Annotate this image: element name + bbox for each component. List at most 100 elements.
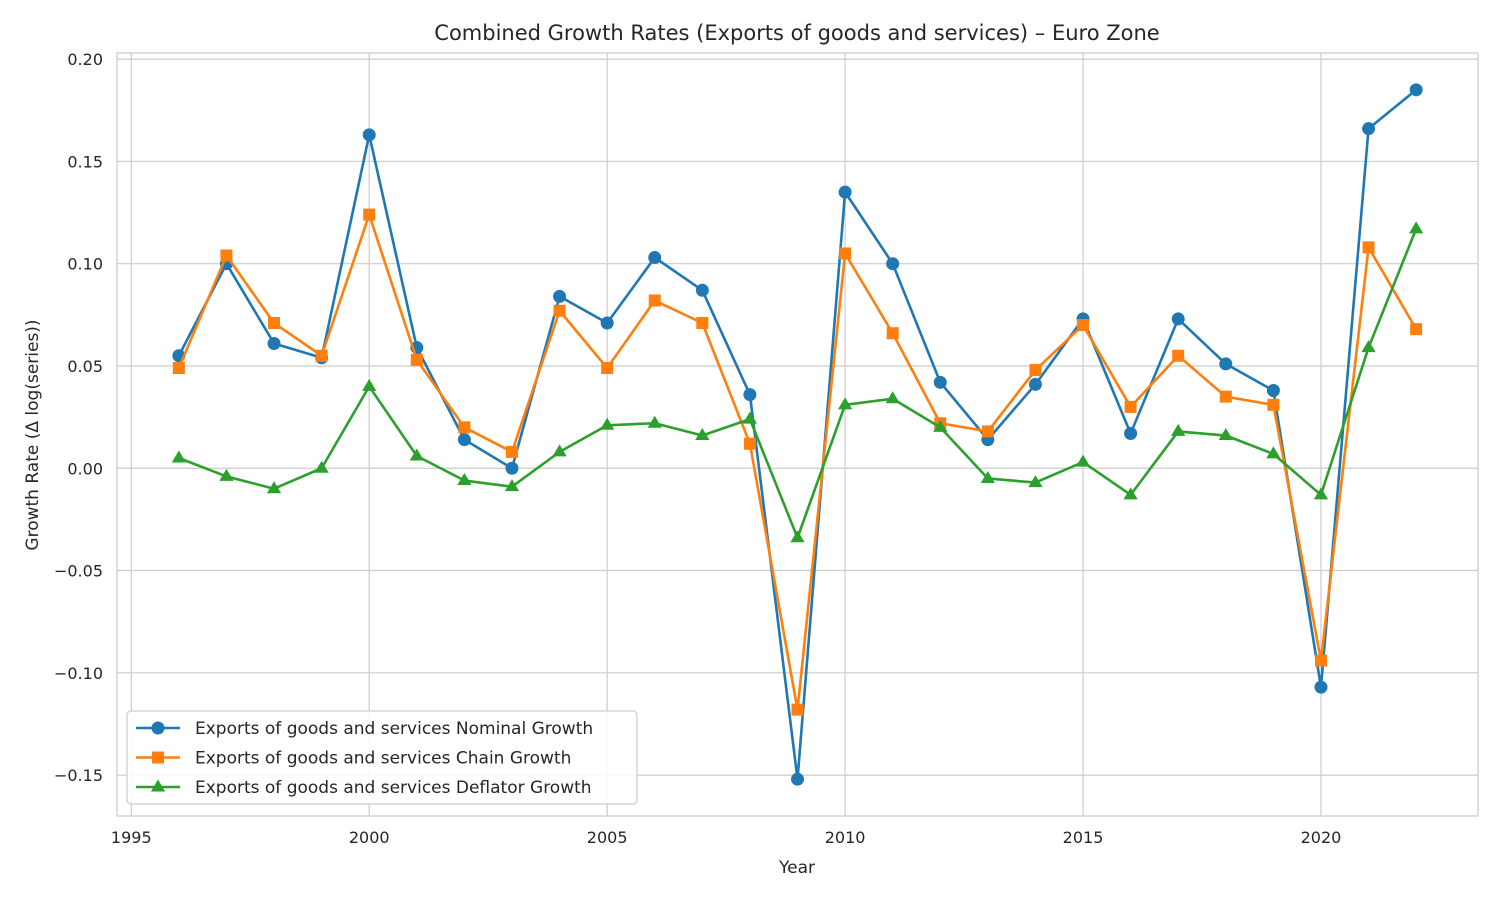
data-point [1314,680,1328,694]
y-tick-label: 0.10 [67,255,103,274]
data-point [1075,454,1091,467]
legend-label: Exports of goods and services Deflator G… [195,778,592,798]
data-point [743,437,756,450]
legend-label: Exports of goods and services Chain Grow… [195,749,571,769]
data-point [1028,475,1043,488]
data-point [457,473,472,486]
series-circle [172,83,1423,786]
legend-marker [152,751,164,764]
data-point [552,444,567,457]
data-point [362,128,376,142]
data-point [648,294,661,307]
data-point [1362,241,1375,254]
grid [117,53,1478,816]
data-point [791,703,804,716]
data-point [1313,487,1329,500]
data-point [457,433,471,447]
data-point [314,460,329,473]
data-point [790,530,805,543]
x-axis-ticks: 1995 2000 2005 2010 2015 2020 [111,828,1341,847]
legend-label: Exports of goods and services Nominal Gr… [195,719,593,739]
data-point [1124,400,1137,413]
data-point [315,349,328,362]
chart-title: Combined Growth Rates (Exports of goods … [434,21,1159,45]
data-point [363,208,376,221]
x-tick-label: 1995 [111,828,152,847]
y-tick-label: 0.15 [67,152,103,171]
data-point [837,397,853,410]
data-point [1172,349,1185,362]
x-axis-label: Year [778,858,815,878]
series-line [177,213,1418,711]
series-line [177,227,1418,540]
data-point [219,468,234,481]
y-tick-label: −0.05 [54,562,103,581]
x-tick-label: 2020 [1301,828,1342,847]
series-line [177,88,1418,781]
data-point [1409,221,1424,234]
data-point [553,304,566,317]
legend-item: Exports of goods and services Deflator G… [136,778,592,798]
y-tick-label: 0.20 [67,50,103,69]
data-point [791,772,804,786]
data-point [886,327,899,340]
legend: Exports of goods and services Nominal Gr… [126,710,638,805]
data-point [933,375,947,389]
data-point [980,470,995,483]
y-axis-label: Growth Rate (Δ log(series)) [23,319,43,550]
data-point [1266,446,1281,459]
data-point [1361,340,1376,353]
data-point [1410,323,1423,336]
data-point [505,445,518,458]
x-tick-label: 2005 [587,828,628,847]
data-point [933,419,948,432]
legend-marker [151,721,165,735]
data-point [553,289,567,303]
data-point [410,353,423,366]
data-point [362,378,377,391]
data-point [1314,654,1327,667]
plot-area-frame [116,52,1479,817]
data-point [696,317,709,330]
data-point [695,283,709,297]
data-point [171,450,186,463]
data-point [1028,377,1042,391]
data-point [1409,83,1423,97]
data-point [504,479,520,492]
data-point [458,421,471,434]
y-tick-label: −0.15 [54,766,103,785]
data-point [172,362,185,375]
legend-marker [150,779,166,792]
x-tick-label: 2010 [825,828,866,847]
data-point [1266,384,1280,398]
data-point [1123,487,1138,500]
data-point [409,448,424,461]
data-point [1077,319,1090,332]
data-point [695,428,710,441]
data-point [1171,423,1186,436]
data-point [266,481,282,494]
data-point [1218,428,1233,441]
series-triangle [171,221,1424,543]
data-point [885,391,900,404]
data-point [1124,426,1138,440]
data-point [1171,312,1185,326]
data-point [601,362,614,375]
y-tick-label: −0.10 [54,664,103,683]
y-tick-label: 0.00 [67,459,103,478]
legend-item: Exports of goods and services Chain Grow… [136,749,571,769]
data-point [981,425,994,438]
data-point [648,251,662,265]
data-point [220,249,233,262]
series-square [172,208,1423,716]
data-point [600,417,615,430]
data-point [505,461,519,475]
data-point [1362,122,1376,136]
data-point [1219,357,1233,371]
data-point [886,257,900,271]
x-tick-label: 2015 [1063,828,1104,847]
data-point [267,336,281,350]
legend-item: Exports of goods and services Nominal Gr… [136,719,593,739]
x-tick-label: 2000 [349,828,390,847]
